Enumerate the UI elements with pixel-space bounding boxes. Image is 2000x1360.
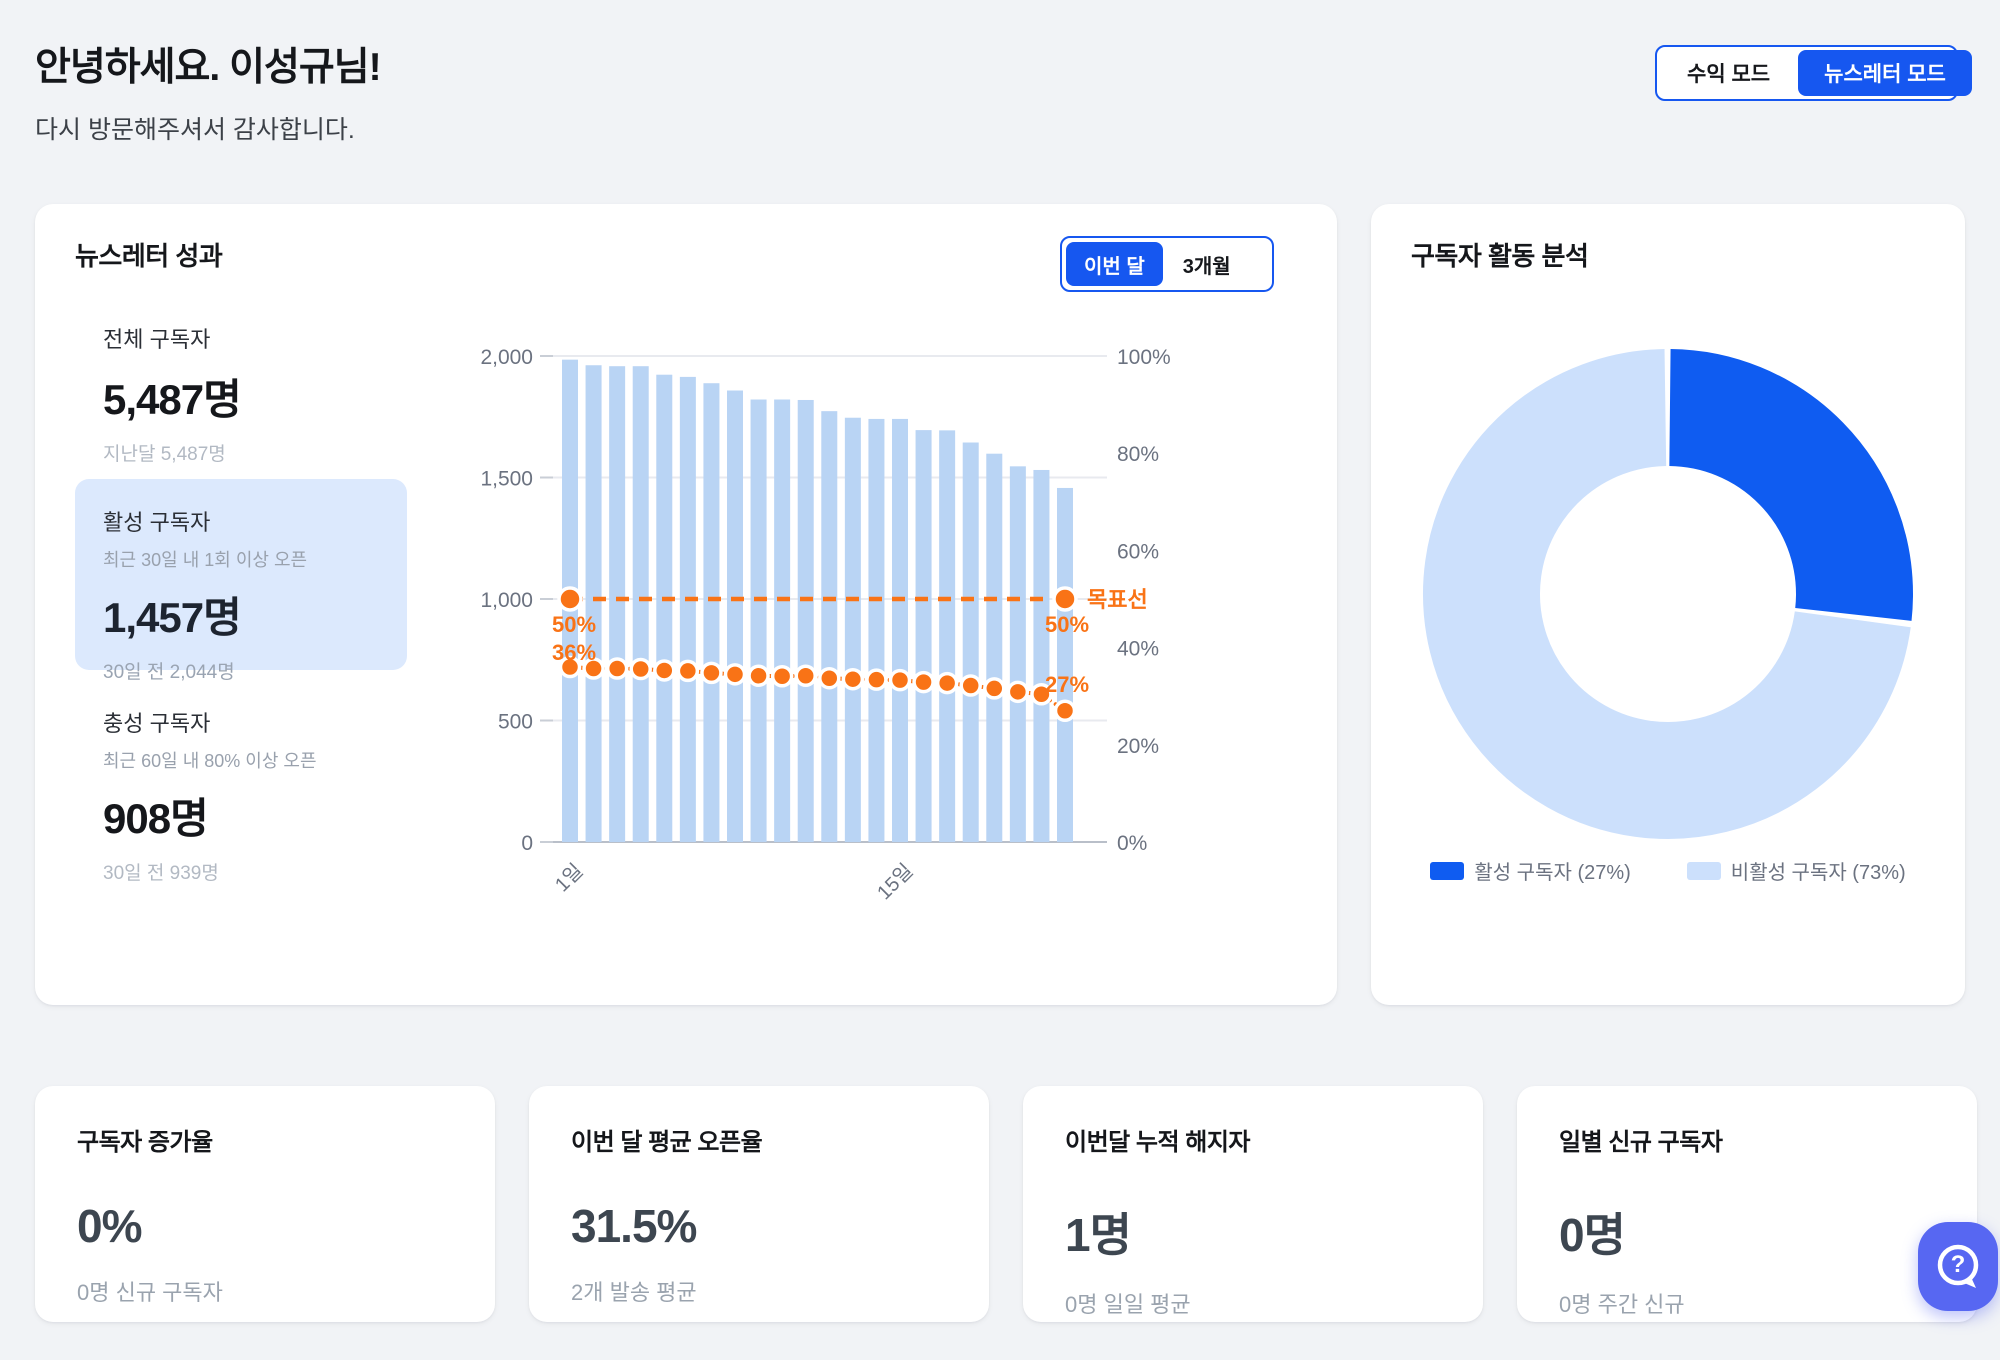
- stat-label: 전체 구독자: [103, 327, 211, 352]
- help-button[interactable]: ?: [1918, 1222, 1998, 1311]
- summary-card-growth-rate: 구독자 증가율 0% 0명 신규 구독자: [35, 1086, 495, 1322]
- subscriber-activity-card: 구독자 활동 분석 활성 구독자 (27%) 비활성 구독자 (73%): [1371, 204, 1965, 1005]
- stat-total-subscribers: 전체 구독자 5,487명 지난달 5,487명: [103, 322, 443, 466]
- svg-text:?: ?: [1951, 1251, 1966, 1278]
- svg-text:1,500: 1,500: [480, 468, 533, 491]
- mode-button-newsletter[interactable]: 뉴스레터 모드: [1798, 50, 1972, 96]
- activity-card-title: 구독자 활동 분석: [1411, 241, 1589, 271]
- stat-active-subscribers: 활성 구독자 최근 30일 내 1회 이상 오픈 1,457명 30일 전 2,…: [75, 479, 407, 683]
- svg-text:15일: 15일: [873, 859, 918, 904]
- newsletter-performance-card: 뉴스레터 성과 이번 달 3개월 전체 구독자 5,487명 지난달 5,487…: [35, 204, 1337, 1005]
- period-tabs: 이번 달 3개월: [1060, 236, 1274, 292]
- legend-label: 활성 구독자 (27%): [1474, 862, 1631, 884]
- svg-text:1,000: 1,000: [480, 589, 533, 612]
- stat-sub: 지난달 5,487명: [103, 444, 226, 465]
- svg-text:60%: 60%: [1117, 540, 1159, 563]
- legend-swatch-inactive: [1686, 861, 1721, 880]
- svg-text:50%: 50%: [552, 612, 596, 637]
- page-subtitle: 다시 방문해주셔서 감사합니다.: [35, 116, 355, 144]
- question-bubble-icon: ?: [1937, 1244, 1979, 1288]
- stat-value: 5,487명: [103, 376, 242, 423]
- legend-item-inactive: 비활성 구독자 (73%): [1686, 856, 1906, 885]
- summary-card-unsubscribers: 이번달 누적 해지자 1명 0명 일일 평균: [1023, 1086, 1483, 1322]
- summary-card-daily-new: 일별 신규 구독자 0명 0명 주간 신규: [1517, 1086, 1977, 1322]
- svg-text:50%: 50%: [1045, 612, 1089, 637]
- stat-value: 1,457명: [103, 594, 242, 641]
- summary-value: 1명: [1065, 1209, 1132, 1261]
- performance-card-title: 뉴스레터 성과: [75, 241, 223, 271]
- mode-toggle: 수익 모드 뉴스레터 모드: [1655, 45, 1972, 101]
- svg-text:27%: 27%: [1045, 672, 1089, 697]
- stat-sub: 30일 전 939명: [103, 863, 219, 884]
- svg-text:20%: 20%: [1117, 735, 1159, 758]
- stat-desc: 최근 30일 내 1회 이상 오픈: [103, 550, 308, 570]
- summary-title: 이번 달 평균 오픈율: [571, 1129, 763, 1156]
- page-header: 안녕하세요. 이성규님! 다시 방문해주셔서 감사합니다.: [35, 36, 382, 146]
- summary-title: 이번달 누적 해지자: [1065, 1129, 1250, 1156]
- summary-sub: 0명 신규 구독자: [77, 1280, 223, 1305]
- svg-text:500: 500: [498, 711, 533, 734]
- performance-chart: 2,000 1,500 1,000 500 0 100% 80% 60% 40% 20% 0% 1일 1…: [480, 346, 1171, 904]
- legend-swatch-active: [1430, 861, 1465, 880]
- svg-text:36%: 36%: [552, 640, 596, 665]
- summary-title: 구독자 증가율: [77, 1129, 213, 1156]
- svg-text:40%: 40%: [1117, 638, 1159, 661]
- page-title: 안녕하세요. 이성규님!: [35, 46, 382, 89]
- svg-text:0%: 0%: [1117, 832, 1147, 855]
- svg-text:2,000: 2,000: [480, 346, 533, 369]
- stat-value: 908명: [103, 795, 209, 842]
- summary-value: 0명: [1559, 1209, 1626, 1261]
- activity-donut-chart: [1423, 349, 1913, 839]
- stat-sub: 30일 전 2,044명: [103, 662, 235, 683]
- tab-this-month[interactable]: 이번 달: [1066, 242, 1163, 286]
- summary-title: 일별 신규 구독자: [1559, 1129, 1723, 1156]
- summary-value: 0%: [77, 1200, 142, 1252]
- svg-text:0: 0: [521, 832, 533, 855]
- stat-loyal-subscribers: 충성 구독자 최근 60일 내 80% 이상 오픈 908명 30일 전 939…: [103, 706, 443, 885]
- legend-label: 비활성 구독자 (73%): [1730, 862, 1906, 884]
- svg-text:목표선: 목표선: [1087, 587, 1148, 612]
- legend-item-active: 활성 구독자 (27%): [1430, 856, 1631, 885]
- summary-sub: 0명 주간 신규: [1559, 1292, 1685, 1317]
- mode-button-revenue[interactable]: 수익 모드: [1661, 50, 1796, 96]
- summary-card-open-rate: 이번 달 평균 오픈율 31.5% 2개 발송 평균: [529, 1086, 989, 1322]
- svg-text:100%: 100%: [1117, 346, 1171, 369]
- svg-text:1일: 1일: [550, 859, 587, 896]
- svg-text:80%: 80%: [1117, 443, 1159, 466]
- stat-label: 활성 구독자: [103, 510, 211, 535]
- summary-sub: 0명 일일 평균: [1065, 1292, 1191, 1317]
- donut-legend: 활성 구독자 (27%) 비활성 구독자 (73%): [1371, 856, 1965, 885]
- stat-desc: 최근 60일 내 80% 이상 오픈: [103, 751, 317, 771]
- stat-label: 충성 구독자: [103, 711, 211, 736]
- summary-value: 31.5%: [571, 1200, 697, 1252]
- tab-three-months[interactable]: 3개월: [1165, 242, 1249, 286]
- summary-sub: 2개 발송 평균: [571, 1280, 697, 1305]
